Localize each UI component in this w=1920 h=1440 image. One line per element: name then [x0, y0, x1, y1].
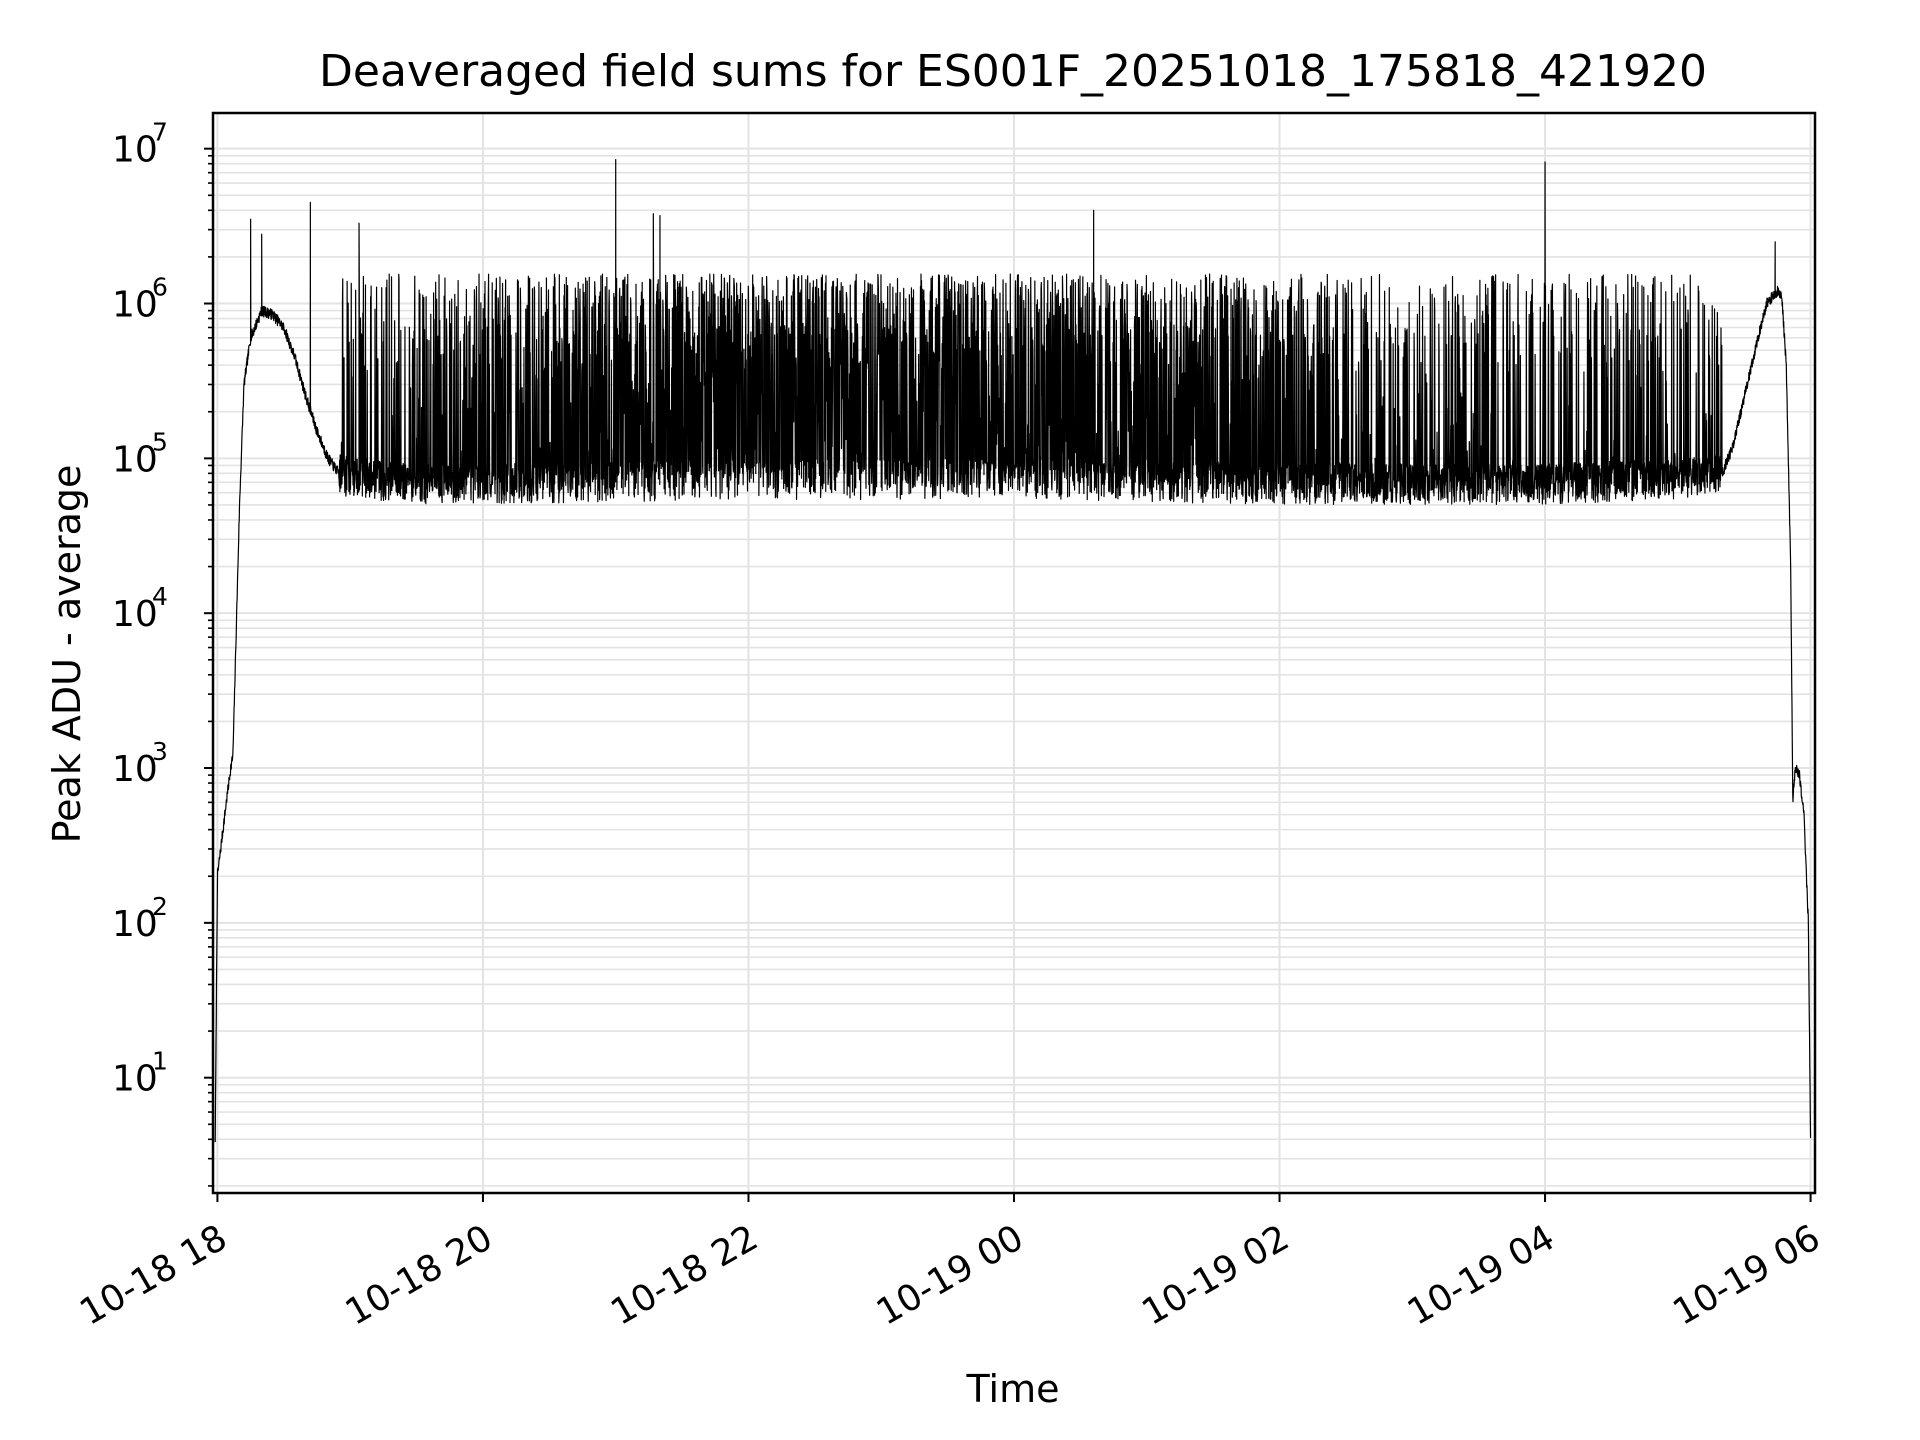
y-tick-exponent: 3: [152, 737, 168, 766]
series-line: [214, 159, 1812, 1143]
y-tick-exponent: 4: [152, 582, 168, 611]
x-tick-label: 10-19 04: [1401, 1217, 1562, 1333]
y-tick-exponent: 7: [152, 118, 168, 147]
y-tick-label: 10: [112, 439, 158, 480]
y-tick-exponent: 5: [152, 427, 168, 456]
y-tick-label: 10: [112, 904, 158, 945]
x-tick-label: 10-19 02: [1135, 1217, 1296, 1333]
y-tick-label: 10: [112, 285, 158, 326]
grid: [213, 113, 1815, 1193]
x-tick-label: 10-18 22: [604, 1217, 765, 1333]
x-tick-label: 10-19 00: [870, 1217, 1031, 1333]
chart-title: Deaveraged field sums for ES001F_2025101…: [319, 46, 1707, 97]
y-tick-exponent: 1: [152, 1047, 168, 1076]
series-group: [214, 159, 1812, 1143]
y-tick-label: 10: [112, 749, 158, 790]
x-tick-label: 10-18 20: [339, 1217, 500, 1333]
y-tick-exponent: 6: [152, 273, 168, 302]
y-tick-label: 10: [112, 594, 158, 635]
x-axis-label: Time: [966, 1367, 1060, 1411]
y-tick-label: 10: [112, 130, 158, 171]
y-tick-label: 10: [112, 1059, 158, 1100]
x-axis-ticks: 10-18 18 10-18 20 10-18 22 10-19 00 10-19 02…: [73, 1193, 1827, 1334]
x-tick-label: 10-19 06: [1666, 1217, 1827, 1333]
y-tick-exponent: 2: [152, 892, 168, 921]
y-axis-label: Peak ADU - average: [45, 465, 89, 844]
x-tick-label: 10-18 18: [73, 1217, 234, 1333]
